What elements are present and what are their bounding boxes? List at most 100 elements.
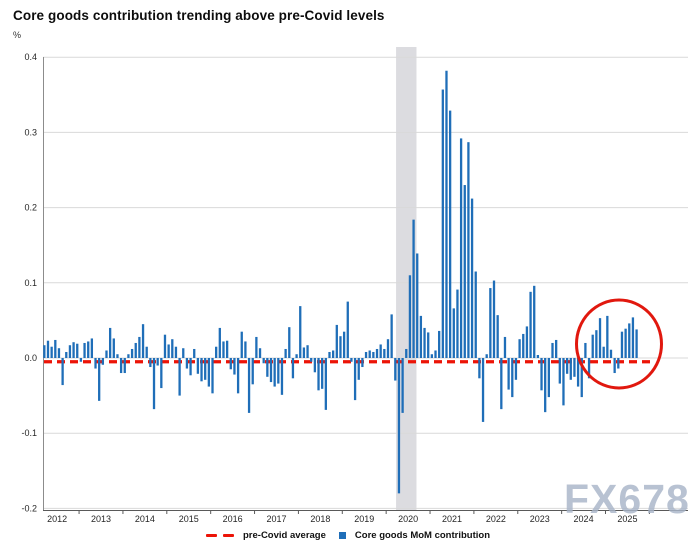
bar-month — [310, 358, 313, 362]
x-year-label: 2020 — [398, 514, 418, 524]
bar-month — [328, 351, 331, 358]
bar-month — [511, 358, 514, 398]
bar-month — [83, 342, 86, 358]
x-year-label: 2018 — [310, 514, 330, 524]
red-dash-icon — [206, 533, 217, 538]
bar-month — [500, 358, 503, 410]
bar-month — [628, 323, 631, 358]
bar-month — [408, 275, 412, 358]
bar-month — [587, 358, 591, 379]
bar-month — [350, 358, 353, 362]
bar-month — [361, 358, 364, 368]
bar-month — [284, 348, 287, 358]
pre-covid-average-legend-label: pre-Covid average — [243, 530, 326, 541]
y-tick-label: 0.4 — [24, 52, 37, 62]
bar-month — [489, 288, 492, 358]
bar-month — [317, 358, 320, 391]
bar-month — [631, 317, 635, 358]
y-axis-labels: 0.4 0.3 0.2 0.1 0.0 -0.1 -0.2 — [21, 52, 37, 513]
bar-month — [43, 345, 46, 358]
bar-month — [562, 358, 565, 406]
bar-month — [61, 358, 64, 386]
x-year-label: 2015 — [179, 514, 199, 524]
bar-month — [57, 348, 61, 358]
x-year-label: 2013 — [91, 514, 111, 524]
bar-month — [441, 89, 444, 358]
chart-legend: pre-Covid average Core goods MoM contrib… — [0, 530, 696, 541]
bar-month — [536, 354, 540, 358]
bar-month — [152, 358, 156, 410]
bar-month — [79, 358, 83, 362]
bar-month — [50, 346, 53, 358]
bar-month — [463, 185, 466, 358]
bar-month — [573, 358, 576, 377]
bar-month — [540, 358, 543, 391]
bar-month — [555, 339, 558, 358]
bar-month — [306, 345, 309, 358]
bar-month — [236, 358, 240, 394]
bar-month — [401, 358, 404, 413]
bar-month — [339, 336, 342, 358]
bar-month — [112, 338, 115, 358]
pre-covid-average-legend-marker — [206, 533, 234, 538]
bar-month — [624, 328, 627, 358]
bar-month — [397, 358, 401, 494]
bar-month — [569, 358, 572, 380]
bar-month — [72, 342, 75, 358]
bar-month — [452, 308, 455, 358]
bar-month — [119, 358, 123, 374]
x-year-label: 2012 — [47, 514, 67, 524]
bar-month — [492, 280, 496, 358]
bar-month — [448, 110, 452, 358]
x-axis-labels: 2012 2013 2014 2015 2016 2017 2018 2019 2020 2021… — [47, 514, 637, 524]
bar-month — [127, 354, 130, 358]
bar-month — [262, 358, 265, 364]
bar-month — [368, 350, 371, 358]
bar-month — [529, 291, 532, 358]
bar-month — [141, 324, 145, 358]
bar-month — [222, 341, 225, 358]
bar-month — [496, 315, 499, 358]
bar-month — [576, 358, 580, 387]
bar-month — [598, 318, 602, 358]
bar-month — [525, 326, 529, 358]
bar-month — [302, 347, 306, 358]
bar-month — [386, 339, 390, 358]
bar-month — [434, 350, 437, 358]
core-goods-legend-label: Core goods MoM contribution — [354, 530, 490, 541]
bar-month — [558, 358, 561, 384]
bar-month — [280, 358, 284, 395]
bar-month — [357, 358, 360, 380]
bar-month — [105, 350, 108, 358]
bar-month — [412, 219, 415, 358]
bar-month — [423, 327, 426, 358]
bar-month — [547, 358, 550, 398]
bar-month — [167, 344, 170, 358]
red-dash-icon — [223, 533, 234, 538]
bar-month — [416, 253, 419, 358]
y-tick-label: -0.1 — [21, 428, 37, 438]
bar-month — [438, 330, 441, 358]
x-year-label: 2021 — [442, 514, 462, 524]
bar-month — [182, 348, 185, 358]
bar-month — [54, 339, 57, 358]
bar-month — [430, 354, 434, 358]
x-year-label: 2023 — [530, 514, 550, 524]
y-tick-label: 0.1 — [24, 278, 37, 288]
bar-month — [156, 358, 159, 366]
bar-month — [617, 358, 620, 369]
bar-month — [613, 358, 616, 374]
bar-month — [244, 341, 247, 358]
bar-month — [266, 358, 269, 377]
bar-month — [160, 358, 163, 389]
bar-month — [375, 348, 379, 358]
bar-month — [383, 348, 386, 358]
bar-month — [321, 358, 324, 389]
bar-month — [94, 358, 97, 369]
bar-month — [295, 354, 298, 358]
bar-month — [551, 342, 554, 358]
bar-month — [533, 285, 536, 358]
x-year-label: 2014 — [135, 514, 155, 524]
gridlines — [43, 56, 688, 509]
